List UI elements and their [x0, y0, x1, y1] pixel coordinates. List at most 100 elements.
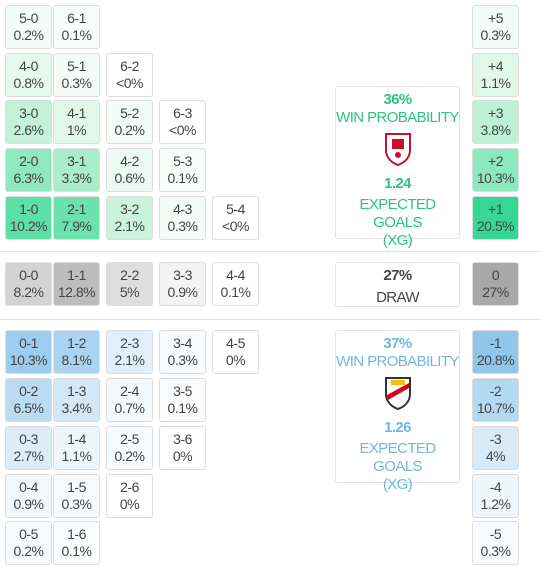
score-cell: 3-5 0.1%	[159, 378, 206, 422]
prob: 2.7%	[13, 448, 44, 464]
score: 6-3	[173, 105, 192, 121]
prob: 1.2%	[480, 496, 511, 512]
score-cell: 2-0 6.3%	[5, 148, 52, 192]
score-cell: 5-3 0.1%	[159, 148, 206, 192]
prob: 4%	[485, 448, 506, 464]
margin-cell: +5 0.3%	[472, 5, 519, 49]
prob: <0%	[222, 218, 249, 234]
score: 6-2	[120, 58, 139, 74]
score: 1-0	[19, 201, 38, 217]
away-crest	[384, 377, 411, 411]
win-label: WIN PROBABILITY	[336, 109, 459, 126]
away-panel: 37% WIN PROBABILITY 1.26 EXPECTED GOALS …	[335, 330, 460, 493]
prob: 0.6%	[114, 170, 145, 186]
prob: 3.8%	[480, 122, 511, 138]
score: 2-1	[67, 201, 86, 217]
score-cell: 2-1 7.9%	[53, 196, 100, 240]
prob: 6.3%	[13, 170, 44, 186]
score-cell: 2-5 0.2%	[106, 426, 153, 470]
win-pct: 36%	[383, 91, 412, 108]
score: 0	[491, 267, 500, 283]
prob: 1%	[66, 122, 87, 138]
prob: 3.4%	[61, 400, 92, 416]
score: 3-2	[120, 201, 139, 217]
score: 1-1	[67, 267, 86, 283]
score-cell: 4-2 0.6%	[106, 148, 153, 192]
score: +3	[488, 105, 503, 121]
prob: 0.3%	[167, 352, 198, 368]
prob: 10.3%	[9, 352, 48, 368]
score: 0-1	[19, 335, 38, 351]
prob: 6.5%	[13, 400, 44, 416]
score-cell: 0-5 0.2%	[5, 521, 52, 565]
prob: 0.1%	[167, 400, 198, 416]
score-cell: 0-1 10.3%	[5, 330, 52, 374]
score: -5	[489, 526, 502, 542]
score-cell: 0-4 0.9%	[5, 474, 52, 518]
prob: 10.2%	[9, 218, 48, 234]
score-cell: 4-5 0%	[212, 330, 259, 374]
prob: 5%	[119, 284, 140, 300]
score: 5-0	[19, 10, 38, 26]
score-cell: 4-0 0.8%	[5, 53, 52, 97]
prob: 0.9%	[167, 284, 198, 300]
prob: 0.3%	[61, 496, 92, 512]
score: +2	[488, 153, 503, 169]
prob: 20.5%	[476, 218, 515, 234]
margin-cell: +3 3.8%	[472, 100, 519, 144]
prob: 0.2%	[114, 448, 145, 464]
score-cell: 4-3 0.3%	[159, 196, 206, 240]
score-cell: 6-2 <0%	[106, 53, 153, 97]
score: 1-5	[67, 479, 86, 495]
score-cell: 1-5 0.3%	[53, 474, 100, 518]
score-cell: 5-2 0.2%	[106, 100, 153, 144]
prob: 1.1%	[61, 448, 92, 464]
prob: 0.1%	[167, 170, 198, 186]
margin-cell: +2 10.3%	[472, 148, 519, 192]
margin-cell: +4 1.1%	[472, 53, 519, 97]
score-cell: 1-0 10.2%	[5, 196, 52, 240]
score: 4-0	[19, 58, 38, 74]
score: 0-2	[19, 383, 38, 399]
prob: 7.9%	[61, 218, 92, 234]
score-cell: 0-3 2.7%	[5, 426, 52, 470]
score: 3-6	[173, 431, 192, 447]
score: 2-5	[120, 431, 139, 447]
score: 5-2	[120, 105, 139, 121]
prob: 2.1%	[114, 218, 145, 234]
score: 4-3	[173, 201, 192, 217]
prob: 0%	[172, 448, 193, 464]
score-cell: 3-0 2.6%	[5, 100, 52, 144]
margin-cell: -2 10.7%	[472, 378, 519, 422]
score-cell: 4-1 1%	[53, 100, 100, 144]
margin-cell: -4 1.2%	[472, 474, 519, 518]
score-cell: 0-0 8.2%	[5, 262, 52, 306]
draw-panel: 27% DRAW	[335, 262, 460, 307]
score: 3-1	[67, 153, 86, 169]
score: 4-5	[226, 335, 245, 351]
score-cell: 5-4 <0%	[212, 196, 259, 240]
prob: 0.1%	[220, 284, 251, 300]
margin-cell: 0 27%	[472, 262, 519, 306]
draw-pct: 27%	[383, 267, 412, 284]
score: 0-0	[19, 267, 38, 283]
score-cell: 0-2 6.5%	[5, 378, 52, 422]
margin-cell: -5 0.3%	[472, 521, 519, 565]
prob: 0.3%	[61, 75, 92, 91]
xg-sub: (XG)	[382, 232, 413, 249]
prob: 0.2%	[114, 122, 145, 138]
prob: 8.1%	[61, 352, 92, 368]
prob: 0.7%	[114, 400, 145, 416]
margin-cell: -3 4%	[472, 426, 519, 470]
score: -4	[489, 479, 502, 495]
score-cell: 2-2 5%	[106, 262, 153, 306]
score: +4	[488, 58, 503, 74]
score-cell: 3-4 0.3%	[159, 330, 206, 374]
prob: 10.7%	[476, 400, 515, 416]
prob: 0.3%	[480, 27, 511, 43]
score: 1-4	[67, 431, 86, 447]
prob: 0%	[225, 352, 246, 368]
score-cell: 2-3 2.1%	[106, 330, 153, 374]
score: 0-3	[19, 431, 38, 447]
prob: 1.1%	[480, 75, 511, 91]
